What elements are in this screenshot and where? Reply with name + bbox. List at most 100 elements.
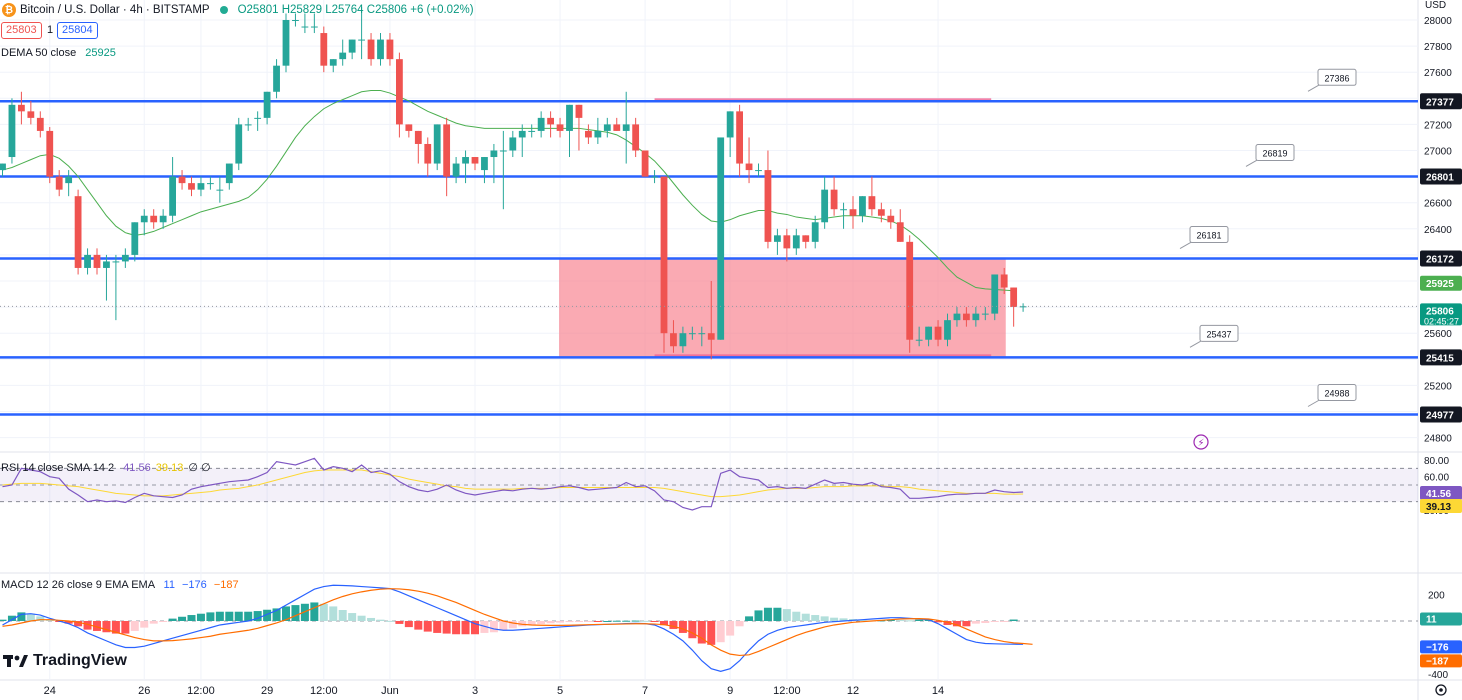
candle-body	[811, 222, 819, 242]
buy-price-button[interactable]: 25804	[57, 22, 98, 39]
macd-histogram-bar	[471, 621, 479, 635]
macd-histogram-bar	[981, 621, 990, 623]
candle-body	[1019, 306, 1027, 308]
price-axis-label: 25600	[1424, 329, 1452, 340]
level-tag-label: 25415	[1426, 353, 1454, 364]
macd-histogram-bar	[735, 621, 744, 627]
macd-histogram-bar	[660, 621, 668, 626]
time-axis-label: 5	[557, 685, 563, 697]
macd-histogram-bar	[886, 619, 895, 621]
macd-histogram-bar	[537, 621, 546, 625]
callout-box	[1255, 143, 1295, 161]
candle-body	[783, 235, 791, 249]
time-axis-label: 12:00	[773, 685, 801, 697]
candle-body	[830, 189, 838, 210]
macd-histogram-bar	[763, 607, 772, 621]
macd-histogram-bar	[820, 616, 829, 621]
macd-histogram-bar	[546, 621, 555, 624]
candle-body	[121, 254, 129, 262]
price-axis-label: 26600	[1424, 199, 1452, 210]
candle-body	[263, 91, 271, 118]
macd-histogram-bar	[565, 621, 574, 623]
time-axis-label: 7	[642, 685, 648, 697]
macd-histogram-bar	[196, 613, 205, 621]
candle-body	[632, 124, 640, 151]
macd-histogram-bar	[934, 621, 943, 623]
rsi-legend[interactable]: RSI 14 close SMA 14 2 41.56 39.13 ∅ ∅	[1, 461, 211, 474]
macd-histogram-bar	[272, 608, 281, 621]
candle-body	[471, 157, 479, 164]
candle-body	[585, 130, 592, 138]
rsi-tag	[1420, 486, 1462, 501]
candle-body	[178, 176, 186, 184]
candle-body	[613, 124, 621, 131]
macd-histogram-bar	[206, 612, 215, 621]
candle-body	[537, 117, 545, 131]
macd-histogram-bar	[896, 620, 905, 622]
macd-histogram-bar	[348, 613, 357, 621]
macd-histogram-bar	[707, 621, 716, 645]
callout-label: 26181	[1196, 231, 1221, 241]
candle-body	[273, 65, 280, 92]
candle-body	[726, 111, 734, 138]
candle-body	[292, 20, 299, 21]
macd-histogram-bar	[773, 607, 782, 621]
macd-histogram-bar	[518, 621, 527, 627]
macd-histogram-bar	[697, 621, 706, 644]
macd-histogram-bar	[329, 606, 338, 621]
symbol-header[interactable]: ₿ Bitcoin / U.S. Dollar · 4h · BITSTAMP …	[0, 0, 474, 20]
settings-gear-icon	[1435, 684, 1447, 696]
macd-histogram-bar	[291, 605, 300, 621]
time-axis-label: 12	[847, 685, 859, 697]
candle-body	[348, 39, 356, 53]
candle-body	[651, 176, 658, 178]
macd-legend[interactable]: MACD 12 26 close 9 EMA EMA 11 −176 −187	[1, 579, 239, 591]
macd-histogram-bar	[801, 613, 810, 621]
candle-body	[707, 333, 715, 340]
tradingview-logo[interactable]: TradingView	[3, 652, 127, 670]
macd-hist-value: −187	[213, 579, 239, 591]
candle-body	[594, 130, 602, 138]
price-tag	[1420, 275, 1462, 291]
currency-selector[interactable]: USD	[1425, 0, 1447, 11]
rsi-sma-value: 39.13	[155, 462, 184, 474]
macd-histogram-bar	[64, 621, 73, 624]
rsi-extra: ∅ ∅	[188, 462, 211, 474]
candle-body	[821, 189, 829, 223]
candle-body	[103, 261, 110, 268]
macd-histogram-bar	[385, 620, 394, 622]
price-axis-label: 27600	[1424, 68, 1452, 79]
candle-body	[339, 52, 347, 60]
macd-histogram-bar	[263, 609, 272, 621]
price-axis-label: 28000	[1424, 16, 1452, 27]
dema-legend[interactable]: DEMA 50 close 25925	[1, 47, 116, 59]
bitcoin-icon: ₿	[2, 3, 16, 17]
rsi-sma-tag	[1420, 499, 1462, 514]
sell-price-button[interactable]: 25803	[1, 22, 42, 39]
macd-histogram-bar	[102, 621, 111, 633]
candle-body	[755, 170, 762, 172]
market-status-icon	[219, 6, 228, 14]
candle-body	[405, 124, 413, 131]
macd-histogram-bar	[300, 603, 309, 621]
candle-body	[963, 313, 970, 321]
macd-histogram-bar	[508, 621, 517, 629]
symbol-title[interactable]: Bitcoin / U.S. Dollar · 4h · BITSTAMP	[20, 4, 210, 16]
price-axis-label: 27000	[1424, 147, 1452, 158]
rsi-sma-tag-label: 39.13	[1426, 502, 1451, 513]
macd-histogram-bar	[452, 621, 461, 635]
candle-body	[603, 124, 611, 131]
macd-histogram-bar	[990, 621, 999, 622]
macd-histogram-bar	[404, 621, 413, 628]
candle-body	[774, 235, 781, 242]
candle-body	[36, 117, 44, 131]
candle-body	[481, 157, 488, 171]
macd-tag-label: −187	[1426, 656, 1449, 667]
macd-tag-label: 11	[1426, 615, 1437, 626]
macd-histogram-bar	[1000, 621, 1009, 622]
candle-body	[906, 241, 914, 340]
candle-body	[207, 183, 214, 185]
time-axis-label: 12:00	[310, 685, 338, 697]
candle-body	[745, 163, 753, 171]
